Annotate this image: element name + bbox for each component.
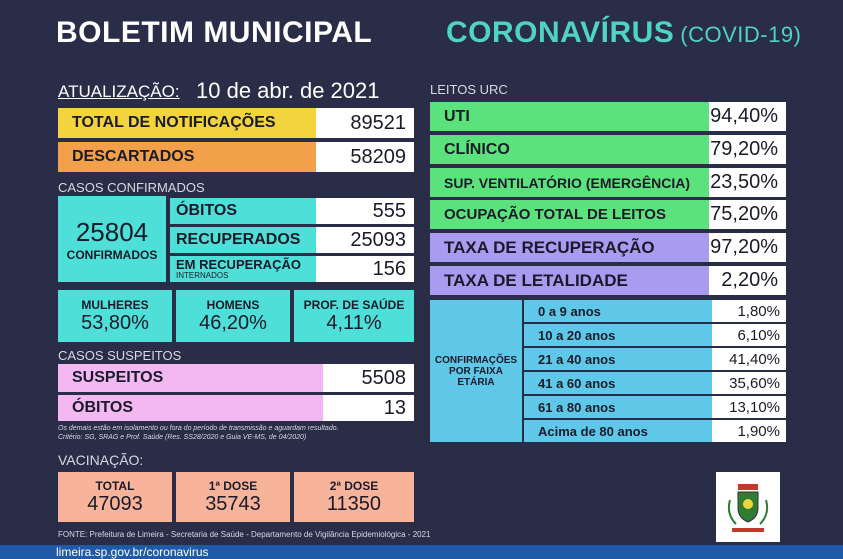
descartados-value: 58209 <box>315 142 414 172</box>
faixa-table: 0 a 9 anos 1,80% 10 a 20 anos 6,10% 21 a… <box>524 300 786 442</box>
suspeitos-value: 5508 <box>323 364 414 392</box>
obitos-value: 555 <box>315 198 414 224</box>
homens-value: 46,20% <box>199 311 267 334</box>
section-vacinacao: VACINAÇÃO: <box>58 452 144 468</box>
faixa-row: 61 a 80 anos 13,10% <box>524 396 786 418</box>
ocupacao-label: OCUPAÇÃO TOTAL DE LEITOS <box>430 200 709 229</box>
page-title: BOLETIM MUNICIPAL <box>56 16 373 49</box>
em-recuperacao-label-box: EM RECUPERAÇÃO INTERNADOS <box>170 256 316 282</box>
suspeitos-obitos-value: 13 <box>323 395 414 421</box>
uti-label: UTI <box>430 102 709 131</box>
mulheres-box: MULHERES 53,80% <box>58 290 172 342</box>
faixa-label: Acima de 80 anos <box>524 420 712 442</box>
section-suspeitos: CASOS SUSPEITOS <box>58 348 182 363</box>
vac-total-label: TOTAL <box>95 478 135 493</box>
section-confirmados: CASOS CONFIRMADOS <box>58 180 205 195</box>
descartados-label: DESCARTADOS <box>58 142 316 172</box>
suspeitos-note-1: Os demais estão em isolamento ou fora do… <box>58 425 339 432</box>
vac-total-value: 47093 <box>87 492 143 515</box>
uti-value: 94,40% <box>708 102 786 131</box>
faixa-row: Acima de 80 anos 1,90% <box>524 420 786 442</box>
suspeitos-row: SUSPEITOS 5508 <box>58 364 414 392</box>
faixa-label: 21 a 40 anos <box>524 348 712 370</box>
suspeitos-obitos-label: ÓBITOS <box>58 395 324 421</box>
em-recuperacao-label: EM RECUPERAÇÃO <box>176 257 301 272</box>
taxa-letalidade-value: 2,20% <box>708 266 786 295</box>
faixa-label: 0 a 9 anos <box>524 300 712 322</box>
recuperados-row: RECUPERADOS 25093 <box>170 227 414 253</box>
faixa-value: 35,60% <box>711 372 786 394</box>
total-notificacoes-row: TOTAL DE NOTIFICAÇÕES 89521 <box>58 108 414 138</box>
vac-dose2-box: 2ª DOSE 11350 <box>294 472 414 522</box>
em-recuperacao-value: 156 <box>315 256 414 282</box>
ocupacao-value: 75,20% <box>708 200 786 229</box>
vac-dose2-value: 11350 <box>326 492 382 515</box>
faixa-label: 10 a 20 anos <box>524 324 712 346</box>
taxa-letalidade-label: TAXA DE LETALIDADE <box>430 266 709 295</box>
faixa-value: 1,80% <box>711 300 786 322</box>
suspeitos-label: SUSPEITOS <box>58 364 324 392</box>
update-date: 10 de abr. de 2021 <box>196 78 380 103</box>
footer-url[interactable]: limeira.sp.gov.br/coronavirus <box>56 545 209 559</box>
faixa-value: 13,10% <box>711 396 786 418</box>
taxa-recuperacao-row: TAXA DE RECUPERAÇÃO 97,20% <box>430 233 786 262</box>
subtitle: CORONAVÍRUS (COVID-19) <box>446 16 802 49</box>
faixa-label: 41 a 60 anos <box>524 372 712 394</box>
faixa-row: 0 a 9 anos 1,80% <box>524 300 786 322</box>
uti-row: UTI 94,40% <box>430 102 786 131</box>
suspeitos-note-2: Critério: SG, SRAG e Prof. Saúde (Res. S… <box>58 434 307 441</box>
faixa-title: CONFIRMAÇÕES POR FAIXA ETÁRIA <box>430 300 522 442</box>
total-notificacoes-label: TOTAL DE NOTIFICAÇÕES <box>58 108 316 138</box>
footer-band <box>0 545 843 559</box>
confirmados-total-box: 25804 CONFIRMADOS <box>58 196 166 282</box>
suspeitos-notes: Os demais estão em isolamento ou fora do… <box>58 424 418 442</box>
clinico-row: CLÍNICO 79,20% <box>430 135 786 164</box>
confirmados-total: 25804 <box>75 216 149 247</box>
homens-box: HOMENS 46,20% <box>176 290 290 342</box>
faixa-label: 61 a 80 anos <box>524 396 712 418</box>
ocupacao-row: OCUPAÇÃO TOTAL DE LEITOS 75,20% <box>430 200 786 229</box>
municipal-seal <box>716 472 780 542</box>
sup-value: 23,50% <box>708 168 786 197</box>
taxa-letalidade-row: TAXA DE LETALIDADE 2,20% <box>430 266 786 295</box>
suspeitos-obitos-row: ÓBITOS 13 <box>58 395 414 421</box>
update-label: ATUALIZAÇÃO: <box>58 82 180 101</box>
sup-row: SUP. VENTILATÓRIO (EMERGÊNCIA) 23,50% <box>430 168 786 197</box>
em-recuperacao-row: EM RECUPERAÇÃO INTERNADOS 156 <box>170 256 414 282</box>
faixa-value: 1,90% <box>711 420 786 442</box>
vac-dose1-value: 35743 <box>205 492 261 515</box>
recuperados-label: RECUPERADOS <box>170 227 316 253</box>
prof-saude-value: 4,11% <box>326 311 382 334</box>
sup-label: SUP. VENTILATÓRIO (EMERGÊNCIA) <box>430 168 709 197</box>
section-leitos: LEITOS URC <box>430 82 508 97</box>
mulheres-label: MULHERES <box>81 297 149 312</box>
prof-saude-label: PROF. DE SAÚDE <box>303 297 405 312</box>
em-recuperacao-sub: INTERNADOS <box>176 271 229 280</box>
faixa-row: 21 a 40 anos 41,40% <box>524 348 786 370</box>
prof-saude-box: PROF. DE SAÚDE 4,11% <box>294 290 414 342</box>
confirmados-total-label: CONFIRMADOS <box>66 247 158 262</box>
obitos-row: ÓBITOS 555 <box>170 198 414 224</box>
faixa-row: 10 a 20 anos 6,10% <box>524 324 786 346</box>
taxa-recuperacao-label: TAXA DE RECUPERAÇÃO <box>430 233 709 262</box>
faixa-row: 41 a 60 anos 35,60% <box>524 372 786 394</box>
faixa-value: 6,10% <box>711 324 786 346</box>
descartados-row: DESCARTADOS 58209 <box>58 142 414 172</box>
clinico-label: CLÍNICO <box>430 135 709 164</box>
seal-icon <box>727 484 769 532</box>
vac-dose1-label: 1ª DOSE <box>208 478 258 493</box>
faixa-value: 41,40% <box>711 348 786 370</box>
homens-label: HOMENS <box>206 297 260 312</box>
total-notificacoes-value: 89521 <box>315 108 414 138</box>
footer-source: FONTE: Prefeitura de Limeira - Secretari… <box>58 530 431 539</box>
clinico-value: 79,20% <box>708 135 786 164</box>
mulheres-value: 53,80% <box>81 311 149 334</box>
taxa-recuperacao-value: 97,20% <box>708 233 786 262</box>
subtitle-sub: (COVID-19) <box>680 22 802 47</box>
vac-dose1-box: 1ª DOSE 35743 <box>176 472 290 522</box>
obitos-label: ÓBITOS <box>170 198 316 224</box>
vac-total-box: TOTAL 47093 <box>58 472 172 522</box>
vac-dose2-label: 2ª DOSE <box>329 478 379 493</box>
recuperados-value: 25093 <box>315 227 414 253</box>
